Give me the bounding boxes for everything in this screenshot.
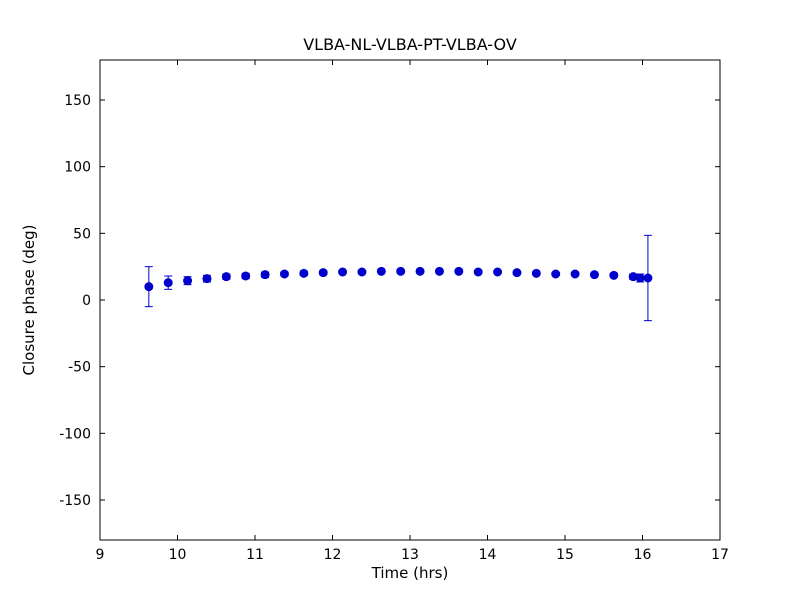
x-tick-label: 12 <box>324 547 342 563</box>
x-tick-label: 14 <box>479 547 497 563</box>
data-point <box>415 266 425 276</box>
data-point <box>635 273 645 283</box>
x-tick-label: 15 <box>556 547 574 563</box>
data-point <box>241 271 251 281</box>
data-point <box>357 267 367 277</box>
data-point <box>434 266 444 276</box>
y-tick-label: -150 <box>59 493 91 509</box>
x-tick-label: 17 <box>711 547 729 563</box>
x-tick-label: 10 <box>169 547 187 563</box>
y-tick-label: 100 <box>64 160 91 176</box>
chart-title: VLBA-NL-VLBA-PT-VLBA-OV <box>303 35 517 54</box>
y-tick-label: 50 <box>73 226 91 242</box>
x-tick-label: 16 <box>634 547 652 563</box>
y-tick-label: -50 <box>68 360 91 376</box>
x-tick-label: 11 <box>246 547 264 563</box>
x-tick-label: 13 <box>401 547 419 563</box>
y-axis-label: Closure phase (deg) <box>20 225 38 376</box>
y-tick-label: -100 <box>59 426 91 442</box>
data-point <box>396 266 406 276</box>
data-point <box>144 282 154 292</box>
data-point <box>512 268 522 278</box>
axes-frame <box>99 59 721 541</box>
data-point <box>202 274 212 284</box>
data-point <box>643 273 653 283</box>
data-point <box>279 269 289 279</box>
data-point <box>589 270 599 280</box>
axes: 9 10 11 12 13 14 15 16 17 -150 -100 -50 0 50 100 150 <box>59 59 729 563</box>
y-tick-label: 150 <box>64 93 91 109</box>
data-point <box>531 268 541 278</box>
data-point <box>551 269 561 279</box>
data-point <box>163 278 173 288</box>
data-series <box>144 234 653 322</box>
data-point <box>376 266 386 276</box>
data-point <box>454 266 464 276</box>
x-tick-label: 9 <box>96 547 105 563</box>
x-axis-label: Time (hrs) <box>371 564 449 582</box>
data-point <box>493 267 503 277</box>
data-point <box>260 270 270 280</box>
y-tick-label: 0 <box>82 293 91 309</box>
data-point <box>318 268 328 278</box>
data-point <box>221 272 231 282</box>
data-point <box>609 270 619 280</box>
data-point <box>473 267 483 277</box>
data-point <box>183 276 193 286</box>
data-point <box>299 268 309 278</box>
data-point <box>338 267 348 277</box>
data-point <box>570 269 580 279</box>
